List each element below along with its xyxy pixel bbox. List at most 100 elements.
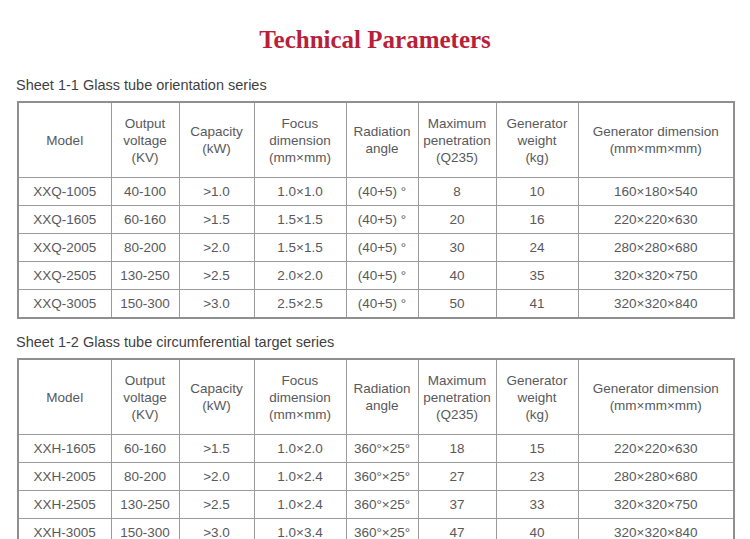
table-cell: 10 [496, 178, 578, 206]
technical-parameters-page: Technical Parameters Sheet 1-1 Glass tub… [0, 0, 750, 539]
page-title: Technical Parameters [0, 26, 750, 54]
table-cell: 23 [496, 463, 578, 491]
column-header: Generator weight (kg) [496, 359, 578, 435]
table-cell: 320×320×750 [578, 262, 734, 290]
table-row: XXQ-2505130-250>2.52.0×2.0(40+5) °403532… [18, 262, 734, 290]
table-cell: >3.0 [179, 519, 254, 539]
table-row: XXH-200580-200>2.01.0×2.4360°×25°2723280… [18, 463, 734, 491]
table-row: XXQ-100540-100>1.01.0×1.0(40+5) °810160×… [18, 178, 734, 206]
table-row: XXQ-200580-200>2.01.5×1.5(40+5) °3024280… [18, 234, 734, 262]
table-cell: >1.5 [179, 435, 254, 463]
table-cell: 35 [496, 262, 578, 290]
table-cell: 27 [418, 463, 496, 491]
table-cell: >1.5 [179, 206, 254, 234]
table-cell: (40+5) ° [346, 262, 418, 290]
column-header: Maximum penetration (Q235) [418, 102, 496, 178]
table-cell: 20 [418, 206, 496, 234]
column-header: Generator dimension (mm×mm×mm) [578, 102, 734, 178]
table-cell: 1.0×2.0 [254, 435, 346, 463]
table-cell: 150-300 [111, 290, 179, 319]
table-cell: 16 [496, 206, 578, 234]
table-cell: 80-200 [111, 463, 179, 491]
table-cell: XXH-2505 [18, 491, 111, 519]
table-cell: 40 [418, 262, 496, 290]
table-cell: XXQ-1605 [18, 206, 111, 234]
table-cell: 130-250 [111, 262, 179, 290]
table-cell: 320×320×840 [578, 519, 734, 539]
column-header: Focus dimension (mm×mm) [254, 359, 346, 435]
table-cell: >3.0 [179, 290, 254, 319]
table-cell: 280×280×680 [578, 234, 734, 262]
column-header: Capacity (kW) [179, 359, 254, 435]
column-header: Generator dimension (mm×mm×mm) [578, 359, 734, 435]
table-cell: 1.5×1.5 [254, 206, 346, 234]
table-header-row: ModelOutput voltage (KV)Capacity (kW)Foc… [18, 359, 734, 435]
table-row: XXQ-160560-160>1.51.5×1.5(40+5) °2016220… [18, 206, 734, 234]
table-cell: 360°×25° [346, 519, 418, 539]
sheet-1-1-caption: Sheet 1-1 Glass tube orientation series [16, 77, 750, 94]
table-cell: 130-250 [111, 491, 179, 519]
column-header: Output voltage (KV) [111, 102, 179, 178]
column-header: Model [18, 359, 111, 435]
table-cell: XXQ-2505 [18, 262, 111, 290]
table-row: XXH-3005150-300>3.01.0×3.4360°×25°474032… [18, 519, 734, 539]
table-cell: 24 [496, 234, 578, 262]
table-cell: 37 [418, 491, 496, 519]
column-header: Generator weight (kg) [496, 102, 578, 178]
column-header: Output voltage (KV) [111, 359, 179, 435]
table-row: XXH-160560-160>1.51.0×2.0360°×25°1815220… [18, 435, 734, 463]
sheet-1-2-caption: Sheet 1-2 Glass tube circumferential tar… [16, 334, 750, 351]
table-cell: 33 [496, 491, 578, 519]
table-cell: (40+5) ° [346, 290, 418, 319]
column-header: Radiation angle [346, 102, 418, 178]
table-cell: 2.5×2.5 [254, 290, 346, 319]
table-cell: >1.0 [179, 178, 254, 206]
table-cell: 40 [496, 519, 578, 539]
table-cell: 220×220×630 [578, 206, 734, 234]
table-cell: XXH-1605 [18, 435, 111, 463]
table-cell: 2.0×2.0 [254, 262, 346, 290]
table-row: XXH-2505130-250>2.51.0×2.4360°×25°373332… [18, 491, 734, 519]
table-cell: 220×220×630 [578, 435, 734, 463]
table-cell: XXQ-3005 [18, 290, 111, 319]
table-header-row: ModelOutput voltage (KV)Capacity (kW)Foc… [18, 102, 734, 178]
column-header: Capacity (kW) [179, 102, 254, 178]
table-cell: 320×320×750 [578, 491, 734, 519]
table-cell: 18 [418, 435, 496, 463]
table-cell: 1.0×2.4 [254, 491, 346, 519]
table-cell: 280×280×680 [578, 463, 734, 491]
table-cell: 160×180×540 [578, 178, 734, 206]
table-cell: 360°×25° [346, 463, 418, 491]
table-cell: 150-300 [111, 519, 179, 539]
table-cell: 30 [418, 234, 496, 262]
table-cell: >2.0 [179, 463, 254, 491]
table-cell: XXH-3005 [18, 519, 111, 539]
column-header: Radiation angle [346, 359, 418, 435]
table-cell: 1.0×3.4 [254, 519, 346, 539]
column-header: Focus dimension (mm×mm) [254, 102, 346, 178]
table-cell: 1.5×1.5 [254, 234, 346, 262]
table-cell: XXQ-2005 [18, 234, 111, 262]
table-cell: 60-160 [111, 435, 179, 463]
table-cell: 41 [496, 290, 578, 319]
table-cell: (40+5) ° [346, 178, 418, 206]
glass-tube-circumferential-table: ModelOutput voltage (KV)Capacity (kW)Foc… [17, 358, 735, 539]
table-row: XXQ-3005150-300>3.02.5×2.5(40+5) °504132… [18, 290, 734, 319]
glass-tube-orientation-table: ModelOutput voltage (KV)Capacity (kW)Foc… [17, 101, 735, 319]
table-cell: XXQ-1005 [18, 178, 111, 206]
table-cell: 40-100 [111, 178, 179, 206]
table-cell: 320×320×840 [578, 290, 734, 319]
table-cell: 80-200 [111, 234, 179, 262]
table-cell: 360°×25° [346, 491, 418, 519]
table-cell: 1.0×2.4 [254, 463, 346, 491]
table-cell: (40+5) ° [346, 234, 418, 262]
table-cell: >2.5 [179, 262, 254, 290]
table-cell: 8 [418, 178, 496, 206]
table-cell: 50 [418, 290, 496, 319]
table-cell: 47 [418, 519, 496, 539]
table-cell: >2.5 [179, 491, 254, 519]
table-cell: 60-160 [111, 206, 179, 234]
table-cell: 15 [496, 435, 578, 463]
table-cell: (40+5) ° [346, 206, 418, 234]
table-cell: 1.0×1.0 [254, 178, 346, 206]
